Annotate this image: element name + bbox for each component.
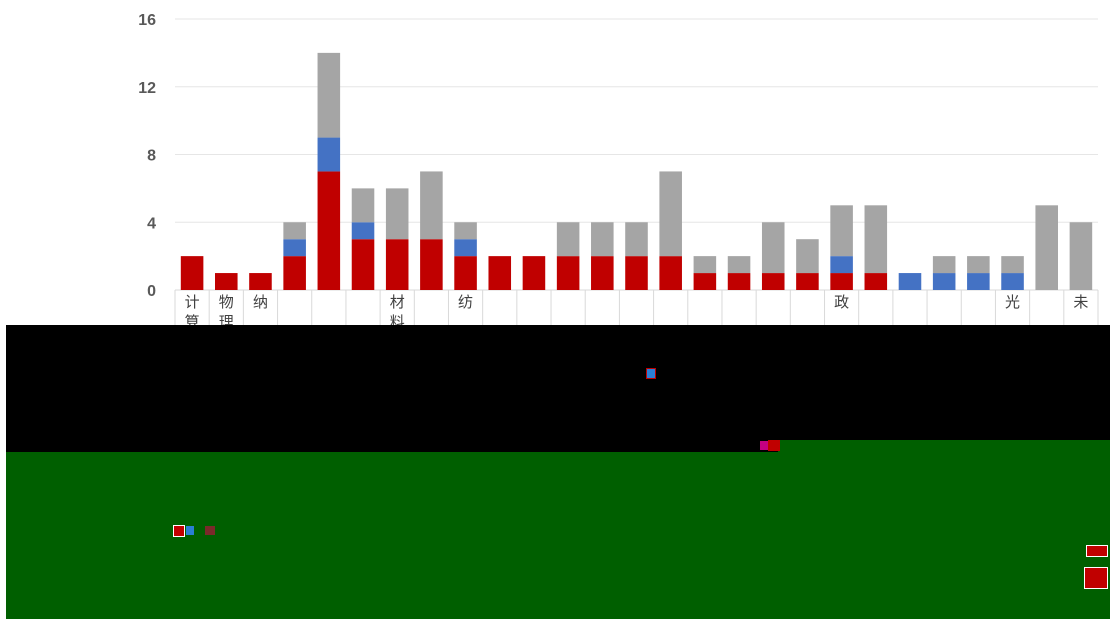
bar-segment bbox=[659, 171, 682, 257]
bars bbox=[180, 52, 1093, 291]
bar-segment bbox=[761, 222, 785, 274]
y-tick-label: 16 bbox=[138, 12, 156, 29]
bar-segment bbox=[180, 256, 204, 291]
bar-segment bbox=[1001, 273, 1024, 290]
bar-segment bbox=[864, 205, 888, 274]
artifact-square bbox=[1086, 545, 1108, 557]
bar-segment bbox=[317, 171, 341, 290]
bar-segment bbox=[317, 137, 341, 172]
artifact-square bbox=[173, 525, 185, 537]
artifact-square bbox=[768, 440, 780, 451]
y-tick-label: 4 bbox=[147, 215, 156, 232]
category-label: 光 bbox=[1005, 293, 1020, 311]
bar-segment bbox=[830, 273, 853, 290]
bar-segment bbox=[898, 273, 922, 290]
green-overlay-block bbox=[6, 452, 1110, 619]
bar-segment bbox=[556, 222, 580, 257]
green-overlay-step bbox=[778, 440, 1110, 452]
bar-segment bbox=[351, 188, 375, 223]
bar-segment bbox=[659, 256, 682, 291]
bar-segment bbox=[796, 239, 819, 274]
bar-segment bbox=[556, 256, 580, 291]
category-labels: 计算物理纳 材料纺政光未 bbox=[185, 293, 1089, 331]
category-label: 纺 bbox=[458, 293, 473, 311]
bar-segment bbox=[967, 273, 990, 290]
bar-segment bbox=[693, 256, 717, 274]
bar-segment bbox=[625, 222, 648, 257]
bar-segment bbox=[351, 222, 375, 240]
bar-segment bbox=[351, 239, 375, 290]
black-overlay-block bbox=[6, 325, 1110, 452]
bar-segment bbox=[1035, 205, 1058, 290]
bar-segment bbox=[385, 188, 409, 240]
bar-segment bbox=[283, 256, 306, 291]
bar-segment bbox=[864, 273, 888, 290]
bar-segment bbox=[283, 239, 306, 257]
category-label: 政 bbox=[834, 293, 849, 311]
bar-segment bbox=[420, 239, 443, 290]
y-tick-label: 12 bbox=[138, 80, 156, 97]
artifact-square bbox=[646, 368, 656, 379]
bar-segment bbox=[249, 273, 272, 290]
bar-segment bbox=[932, 273, 956, 290]
artifact-square bbox=[760, 441, 768, 450]
y-axis-ticks: 0 4 8 12 16 bbox=[138, 12, 156, 300]
category-label: 纳 bbox=[253, 293, 268, 311]
artifact-square bbox=[186, 526, 194, 535]
bar-segment bbox=[522, 256, 546, 291]
category-label: 未 bbox=[1073, 293, 1088, 311]
bar-segment bbox=[727, 273, 751, 290]
bar-segment bbox=[591, 222, 614, 257]
artifact-square bbox=[1084, 567, 1108, 589]
artifact-square bbox=[205, 526, 215, 535]
bar-segment bbox=[454, 256, 477, 291]
bar-segment bbox=[317, 52, 341, 138]
bar-segment bbox=[830, 256, 853, 274]
bar-segment bbox=[420, 171, 443, 240]
stacked-bar-chart: 0481216 计算物理纳 材料纺政光未 bbox=[138, 12, 1099, 331]
bar-segment bbox=[591, 256, 614, 291]
bar-segment bbox=[1069, 222, 1093, 290]
bar-segment bbox=[454, 222, 477, 240]
bar-segment bbox=[761, 273, 785, 290]
bar-segment bbox=[693, 273, 717, 290]
bar-segment bbox=[1001, 256, 1024, 274]
y-tick-label: 0 bbox=[147, 283, 156, 300]
bar-segment bbox=[215, 273, 238, 290]
y-tick-label: 8 bbox=[147, 148, 156, 165]
bar-segment bbox=[454, 239, 477, 257]
bar-segment bbox=[727, 256, 751, 274]
bar-segment bbox=[488, 256, 512, 291]
bar-segment bbox=[932, 256, 956, 274]
bar-segment bbox=[796, 273, 819, 290]
bar-segment bbox=[385, 239, 409, 290]
bar-segment bbox=[967, 256, 990, 274]
bar-segment bbox=[625, 256, 648, 291]
bar-segment bbox=[830, 205, 853, 257]
bar-segment bbox=[283, 222, 306, 240]
